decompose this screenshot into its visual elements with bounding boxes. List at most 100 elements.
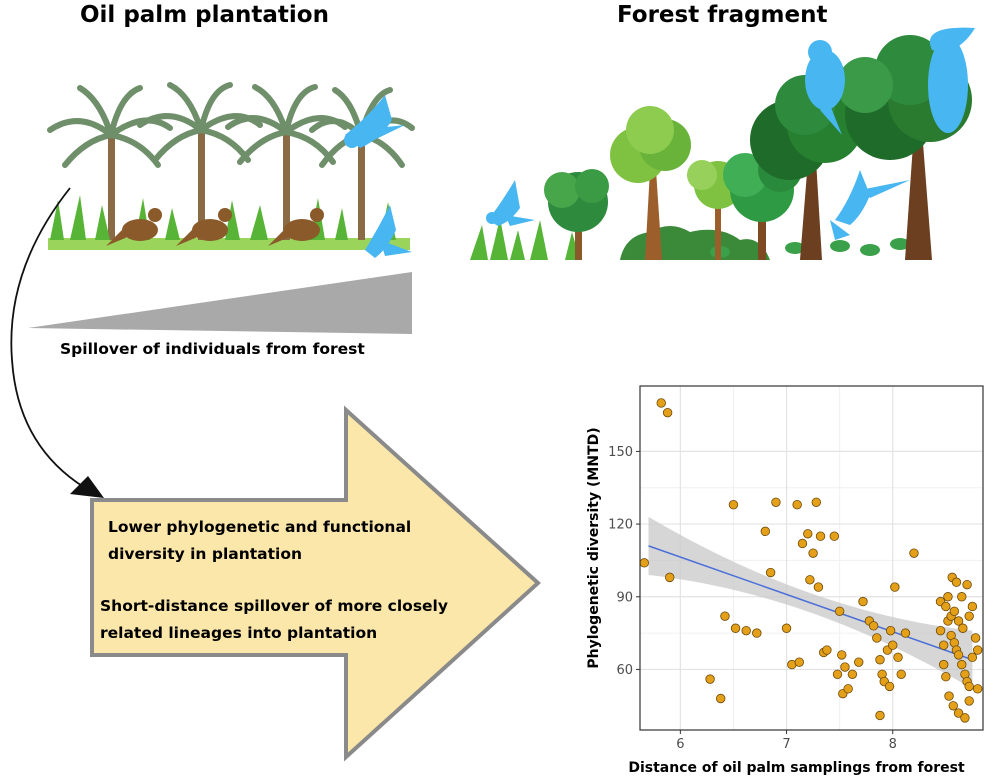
data-point [781,623,792,633]
data-point [939,640,949,650]
blue-bird-icon [344,95,405,148]
data-point [896,669,906,679]
data-point [716,693,726,704]
data-point [794,657,804,667]
data-point [875,710,885,721]
spillover-wedge [28,272,412,334]
y-axis-label: Phylogenetic diversity (MNTD) [586,427,602,668]
data-point [951,577,962,587]
data-point [760,526,771,537]
brown-bird-icon [268,208,324,246]
data-point [872,633,882,643]
blue-bird-icon [805,40,845,135]
data-point [813,582,824,592]
arrow-text-4: related lineages into plantation [100,624,378,642]
data-point [815,531,826,541]
x-tick-label: 7 [782,737,790,752]
data-point [970,633,981,643]
data-point [944,691,954,701]
scatter-chart: 6 7 8 60 90 120 150 Distance of oil palm sampli… [586,385,984,776]
data-point [960,713,970,723]
data-point [958,623,968,633]
data-point [893,652,903,663]
data-point [943,592,953,602]
data-point [957,659,967,670]
data-point [797,538,808,549]
data-point [957,592,967,602]
data-point [948,701,958,711]
data-point [964,696,974,706]
plantation-heading: Oil palm plantation [80,2,329,28]
forest-heading: Forest fragment [617,2,828,28]
hummingbird-icon [830,170,910,240]
palm-tree-icon [225,84,348,240]
y-tick-label: 90 [616,590,633,605]
data-point [765,567,776,578]
data-point [972,645,983,655]
data-point [967,652,978,663]
data-point [730,623,741,633]
data-point [832,669,843,679]
data-point [665,572,675,583]
data-point [829,531,840,541]
data-point [854,657,864,667]
y-tick-label: 60 [616,663,633,678]
data-point [771,497,781,507]
data-point [953,616,964,626]
spillover-label: Spillover of individuals from forest [60,340,365,358]
data-point [935,625,946,636]
plot-border [639,385,984,731]
data-point [662,407,673,418]
y-tick-label: 150 [608,445,633,460]
data-point [949,606,960,616]
toucan-icon [928,27,975,133]
curved-arrow [10,187,104,498]
data-point [941,672,951,682]
data-point [808,548,818,558]
bush-icon [620,226,770,260]
data-point [868,621,879,631]
data-point [962,579,972,590]
x-axis-label: Distance of oil palm samplings from fore… [628,760,965,776]
data-point [941,601,951,612]
data-point [858,596,868,607]
data-point [890,582,900,592]
data-point [705,674,715,684]
data-point [656,398,666,408]
data-point [811,497,821,507]
data-point [953,650,964,660]
arrow-text-3: Short-distance spillover of more closely [100,597,448,615]
data-point [888,640,898,650]
data-point [720,611,730,621]
data-point [964,611,974,621]
data-point [967,601,978,612]
data-point [803,529,813,539]
data-point [639,558,649,568]
x-tick-label: 8 [889,737,897,752]
y-tick-label: 120 [608,518,633,533]
plantation-illustration [47,82,415,258]
palm-tree-icon [309,87,415,240]
data-point [728,500,739,510]
palm-tree-icon [137,82,263,240]
data-point [843,684,853,694]
data-point [884,681,895,692]
data-point [837,650,847,660]
arrow-text-2: diversity in plantation [108,545,303,563]
data-point [939,659,949,670]
data-point [847,669,858,679]
big-arrow [90,405,541,762]
blue-bird-icon [365,205,412,258]
data-point [840,662,850,672]
data-point [822,645,832,655]
data-point [953,708,964,718]
data-point [972,684,983,694]
forest-illustration [470,27,975,260]
broadleaf-tree-icon [610,106,691,260]
trend-line [648,545,973,661]
data-point [792,500,802,510]
arrow-text-1: Lower phylogenetic and functional [108,518,412,536]
brown-bird-icon [106,208,162,246]
data-point [752,628,762,638]
data-point [875,655,885,665]
